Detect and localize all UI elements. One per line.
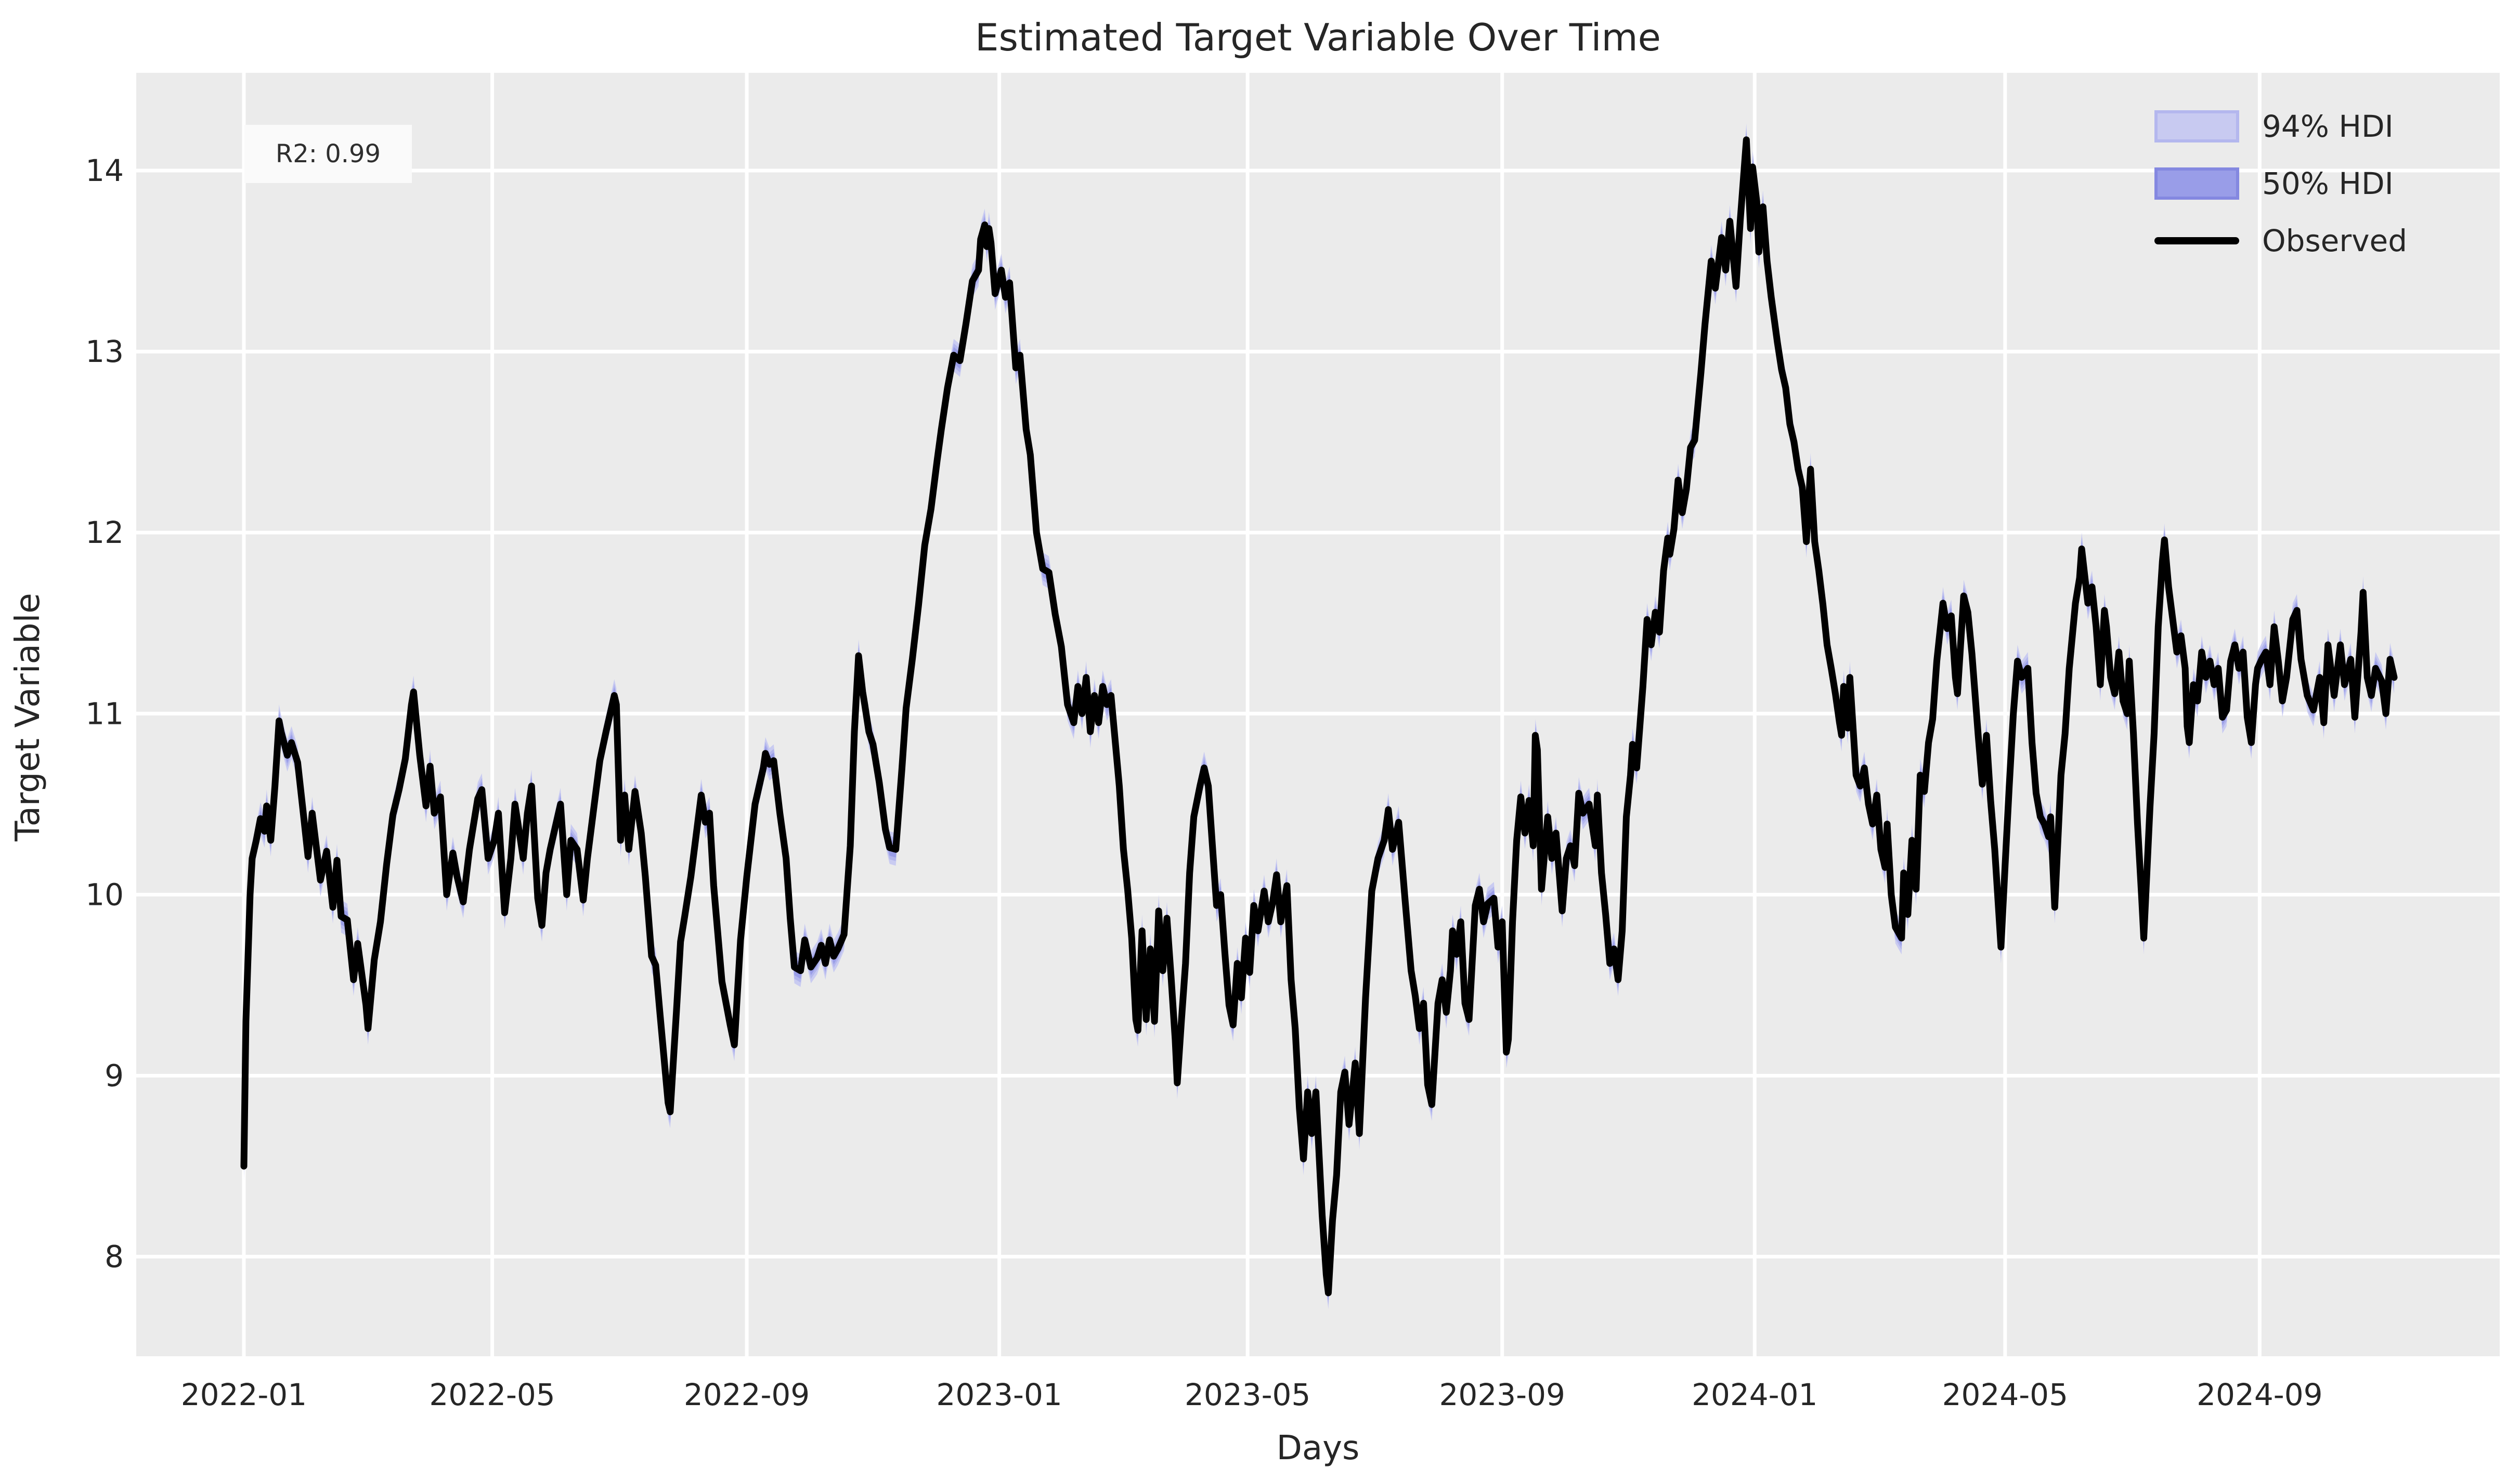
y-tick-label-8: 8 (105, 1239, 124, 1275)
x-tick-label-2024-05: 2024-05 (1942, 1377, 2068, 1412)
legend-observed-line-icon (2154, 237, 2239, 244)
y-tick-label-14: 14 (85, 153, 124, 188)
x-tick-label-2023-05: 2023-05 (1185, 1377, 1310, 1412)
legend-label: 94% HDI (2262, 109, 2394, 144)
r2-annotation-text: R2: 0.99 (275, 139, 381, 168)
x-tick-label-2024-01: 2024-01 (1692, 1377, 1817, 1412)
legend-patch-icon (2154, 110, 2239, 142)
legend-label: 50% HDI (2262, 166, 2394, 201)
x-axis-label: Days (1276, 1429, 1360, 1468)
observed-line (240, 136, 2398, 1296)
x-tick-label-2022-05: 2022-05 (429, 1377, 555, 1412)
chart-title: Estimated Target Variable Over Time (975, 16, 1661, 59)
x-tick-label-2022-09: 2022-09 (684, 1377, 810, 1412)
y-tick-label-10: 10 (85, 877, 124, 912)
legend-row-94hdi: 94% HDI (2154, 98, 2407, 155)
x-tick-label-2023-09: 2023-09 (1439, 1377, 1565, 1412)
legend: 94% HDI 50% HDI Observed (2154, 98, 2407, 269)
x-tick-label-2023-01: 2023-01 (936, 1377, 1062, 1412)
x-tick-label-2022-01: 2022-01 (181, 1377, 307, 1412)
y-tick-label-9: 9 (105, 1058, 124, 1093)
y-tick-label-11: 11 (85, 696, 124, 731)
y-tick-label-12: 12 (85, 515, 124, 550)
r2-annotation: R2: 0.99 (244, 125, 412, 183)
legend-row-observed: Observed (2154, 212, 2407, 269)
x-tick-label-2024-09: 2024-09 (2197, 1377, 2322, 1412)
y-tick-label-13: 13 (85, 334, 124, 369)
legend-row-50hdi: 50% HDI (2154, 155, 2407, 212)
legend-label: Observed (2262, 223, 2408, 258)
y-axis-label: Target Variable (9, 593, 47, 841)
legend-patch-icon (2154, 167, 2239, 200)
